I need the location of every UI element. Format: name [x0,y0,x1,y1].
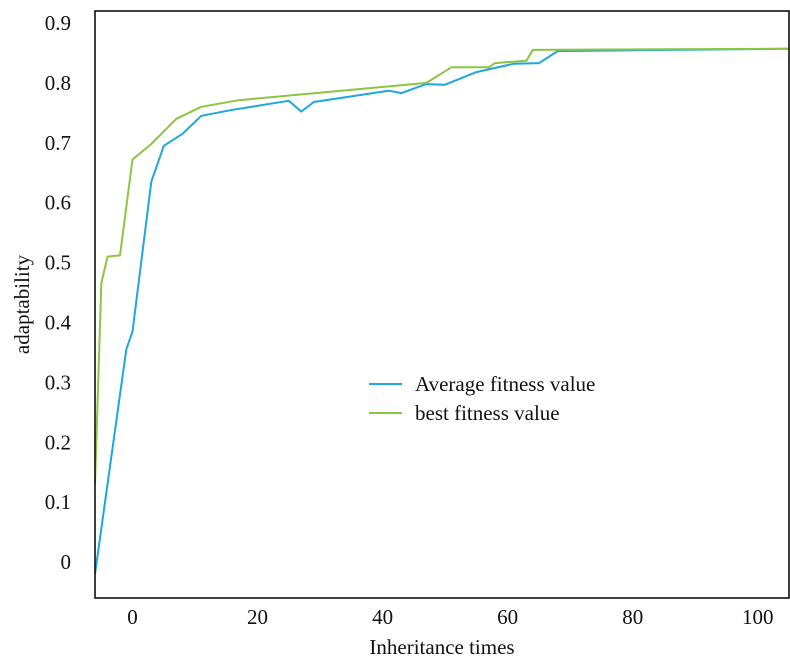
y-tick-label: 0.3 [45,370,71,394]
x-tick-label: 80 [622,605,643,629]
x-tick-label: 20 [247,605,268,629]
legend-label-0: Average fitness value [415,372,595,396]
y-tick-label: 0.6 [45,191,71,215]
y-axis-label: adaptability [10,254,34,354]
x-tick-label: 100 [742,605,774,629]
legend-label-1: best fitness value [415,401,560,425]
x-tick-label: 0 [127,605,138,629]
legend: Average fitness value best fitness value [369,372,595,425]
y-tick-label: 0.5 [45,251,71,275]
y-axis-ticks: 0 0.1 0.2 0.3 0.4 0.5 0.6 0.7 0.8 0.9 [45,11,72,574]
series-line-1 [94,47,790,485]
x-tick-label: 60 [497,605,518,629]
x-axis-ticks: 0 20 40 60 80 100 [127,605,773,629]
y-tick-label: 0 [61,550,72,574]
series-line-0 [94,47,790,575]
y-tick-label: 0.4 [45,310,72,334]
x-tick-label: 40 [372,605,393,629]
plot-frame [94,10,790,599]
y-tick-label: 0.7 [45,131,71,155]
y-tick-label: 0.2 [45,430,71,454]
x-axis-label: Inheritance times [369,635,514,657]
series-layer [94,47,790,575]
y-tick-label: 0.1 [45,490,71,514]
y-tick-label: 0.8 [45,71,71,95]
y-tick-label: 0.9 [45,11,71,35]
